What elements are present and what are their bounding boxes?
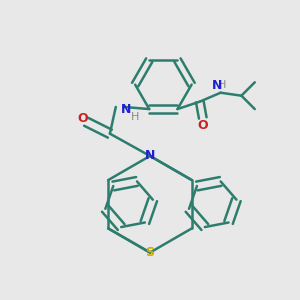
Text: H: H [131,112,139,122]
Text: N: N [212,79,222,92]
Text: N: N [121,103,131,116]
Text: N: N [145,149,155,162]
Text: S: S [146,246,154,259]
Text: O: O [197,119,208,132]
Text: H: H [218,80,226,90]
Text: O: O [78,112,88,125]
